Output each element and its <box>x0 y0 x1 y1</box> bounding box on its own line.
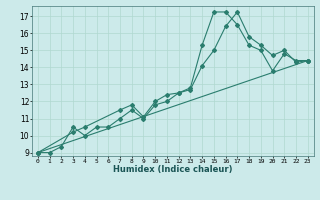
X-axis label: Humidex (Indice chaleur): Humidex (Indice chaleur) <box>113 165 233 174</box>
